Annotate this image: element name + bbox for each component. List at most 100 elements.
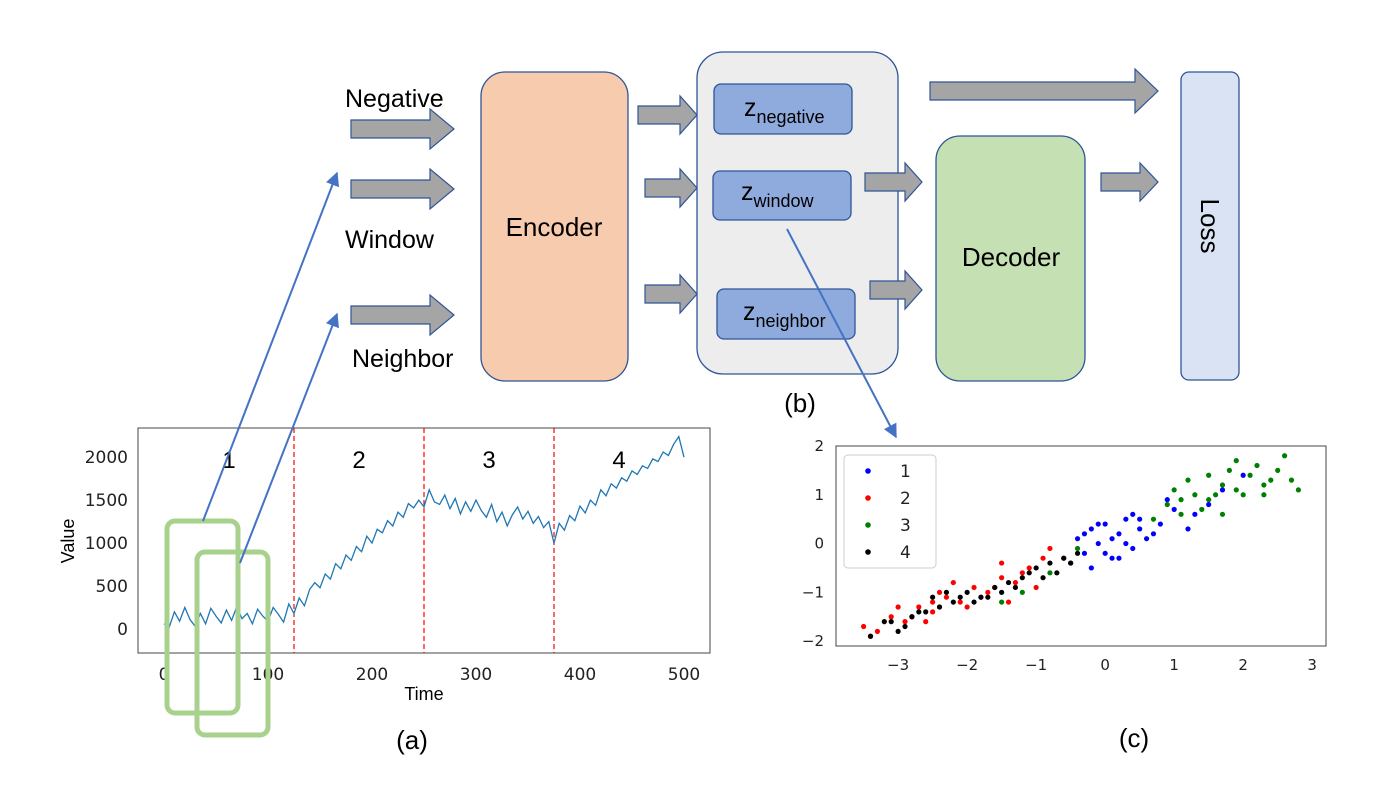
series-line — [163, 435, 685, 629]
scatter-point — [943, 594, 950, 600]
scatter-point — [971, 599, 977, 605]
scatter-point — [1019, 570, 1025, 576]
scatter-point — [1150, 531, 1157, 537]
arrow-z-neighbor-to-decoder — [869, 269, 923, 311]
scatter-point — [1157, 521, 1163, 527]
scatter-point — [1185, 477, 1191, 483]
scatter-point — [1123, 540, 1129, 547]
encoder-label: Encoder — [506, 212, 603, 242]
scatter-point — [1137, 516, 1143, 522]
embedding-scatter-chart: −3 −2 −1 0 1 2 3 −2 −1 0 1 2 1 2 3 4 (c) — [802, 437, 1327, 753]
scatter-point — [1240, 492, 1246, 498]
z-negative-box — [713, 83, 853, 135]
z-neighbor-box — [716, 288, 856, 340]
legend-label: 2 — [900, 489, 911, 509]
scatter-point — [895, 628, 901, 634]
scatter-point — [1281, 453, 1288, 459]
x-tick-label: 2 — [1238, 656, 1248, 674]
arrow-z-window-to-decoder — [864, 161, 923, 203]
scatter-point — [936, 589, 943, 595]
scatter-point — [943, 589, 950, 595]
scatter-point — [1212, 492, 1219, 498]
scatter-point — [1047, 560, 1053, 566]
segment-label: 2 — [352, 447, 365, 474]
x-tick-label: −1 — [1025, 656, 1047, 674]
scatter-point — [1254, 462, 1260, 469]
input-label-neighbor: Neighbor — [352, 345, 453, 373]
scatter-point — [1088, 565, 1094, 571]
scatter-point — [902, 623, 908, 630]
scatter-point — [1288, 477, 1295, 483]
scatter-point — [1130, 511, 1136, 517]
segment-label: 4 — [612, 447, 625, 474]
decoder-block — [935, 135, 1086, 382]
y-tick-label: 2000 — [85, 448, 128, 468]
panel-label-c: (c) — [1119, 723, 1149, 753]
scatter-point — [992, 584, 998, 591]
window-box — [164, 518, 241, 716]
scatter-points — [861, 453, 1301, 639]
scatter-point — [1192, 511, 1198, 517]
scatter-point — [1137, 526, 1143, 532]
x-tick-label: 400 — [564, 665, 596, 685]
arrow-decoder-to-loss — [1100, 161, 1159, 203]
scatter-point — [1261, 482, 1267, 488]
arrow-encoder-to-z-neighbor — [644, 273, 698, 315]
scatter-point — [1068, 560, 1074, 566]
arrow-encoder-to-z-negative — [637, 94, 698, 136]
scatter-point — [964, 604, 970, 610]
scatter-point — [881, 619, 887, 625]
panel-label-a: (a) — [396, 725, 428, 755]
scatter-point — [930, 609, 936, 615]
scatter-point — [1226, 467, 1232, 473]
pointer-window-to-input — [202, 171, 340, 522]
scatter-point — [1206, 472, 1212, 478]
scatter-point — [1130, 545, 1136, 552]
scatter-legend: 1 2 3 4 — [843, 454, 937, 569]
scatter-point — [930, 599, 936, 605]
segment-labels: 1 2 3 4 — [222, 447, 625, 474]
input-arrow-neighbor — [350, 293, 455, 337]
scatter-point — [1054, 570, 1060, 576]
scatter-point — [1261, 492, 1267, 498]
legend-marker — [865, 522, 871, 528]
pointer-neighbor-to-input — [239, 312, 339, 564]
scatter-point — [999, 575, 1005, 581]
scatter-point — [1275, 467, 1281, 473]
scatter-point — [999, 589, 1005, 595]
z-window-label: zwindow — [741, 178, 815, 211]
scatter-point — [1074, 545, 1081, 552]
scatter-point — [923, 609, 929, 615]
x-tick-label: 1 — [1169, 656, 1179, 674]
scatter-point — [1074, 536, 1081, 542]
scatter-point — [1295, 487, 1301, 493]
y-tick-label: 1500 — [85, 491, 128, 511]
z-negative-label: znegative — [744, 94, 825, 127]
pipeline-diagram: Negative Window Neighbor Encoder znegati… — [345, 51, 1240, 418]
z-window-box — [712, 170, 852, 221]
scatter-point — [950, 579, 956, 586]
scatter-point — [1171, 487, 1177, 493]
scatter-point — [1026, 570, 1032, 576]
scatter-point — [1185, 526, 1191, 532]
scatter-point — [985, 589, 991, 595]
encoder-block — [480, 71, 629, 382]
scatter-point — [1143, 536, 1150, 542]
legend-label: 4 — [900, 543, 911, 563]
scatter-point — [1102, 521, 1108, 527]
scatter-point — [1088, 526, 1094, 532]
scatter-point — [888, 619, 894, 625]
y-tick-label: 500 — [96, 577, 128, 597]
scatter-point — [923, 619, 929, 625]
segment-boundaries — [293, 428, 555, 653]
y-tick-label: 0 — [117, 620, 128, 640]
scatter-point — [888, 614, 894, 620]
scatter-point — [1123, 516, 1129, 522]
scatter-point — [1095, 521, 1101, 527]
scatter-point — [1026, 565, 1032, 571]
y-tick-label: 1 — [814, 486, 824, 504]
arrow-encoder-to-z-window — [644, 167, 698, 209]
scatter-point — [999, 599, 1005, 605]
y-tick-label: −2 — [802, 632, 824, 650]
